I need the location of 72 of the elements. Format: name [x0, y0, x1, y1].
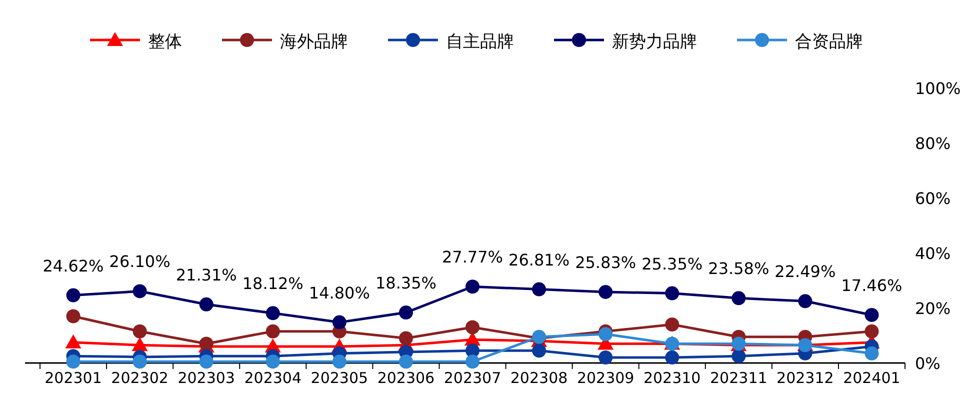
point: [732, 349, 746, 364]
y-tick-label: 0%: [915, 354, 940, 373]
point: [132, 354, 147, 369]
point: [199, 354, 214, 369]
point: [199, 297, 214, 312]
point: [466, 280, 480, 294]
data-label: 24.62%: [42, 256, 104, 276]
x-tick-label: 202309: [576, 369, 634, 387]
point: [798, 294, 812, 308]
point: [864, 346, 879, 360]
point: [66, 288, 80, 302]
point: [532, 282, 546, 296]
point: [665, 318, 680, 332]
x-tick-label: 202301: [44, 369, 102, 387]
data-label: 26.81%: [508, 250, 570, 270]
point: [132, 337, 148, 352]
data-label: 26.10%: [109, 252, 170, 272]
point: [466, 320, 480, 334]
point: [66, 354, 80, 369]
data-label: 27.77%: [442, 248, 504, 267]
point: [266, 324, 280, 338]
y-tick-label: 80%: [915, 134, 951, 153]
point: [266, 306, 280, 320]
x-tick-label: 202312: [776, 369, 834, 387]
legend-label: 新势力品牌: [612, 32, 697, 52]
point: [332, 354, 346, 369]
x-tick-label: 202303: [178, 369, 235, 387]
point: [665, 286, 680, 300]
point: [598, 350, 613, 364]
point: [598, 284, 613, 299]
data-label: 22.49%: [774, 262, 836, 282]
x-tick-label: 202305: [310, 369, 368, 387]
point: [132, 284, 147, 298]
data-label: 21.31%: [176, 265, 237, 284]
x-tick-label: 202306: [377, 369, 435, 387]
data-label: 18.12%: [242, 274, 304, 294]
point: [466, 354, 480, 369]
y-tick-label: 100%: [915, 79, 961, 98]
x-tick-label: 202304: [244, 369, 302, 387]
x-tick-label: 202311: [710, 369, 768, 387]
x-tick-label: 202307: [444, 369, 502, 387]
legend-label: 自主品牌: [446, 32, 514, 52]
data-label: 23.58%: [708, 259, 770, 278]
legend-label: 合资品牌: [795, 32, 863, 52]
point: [532, 344, 546, 358]
x-tick-label: 202308: [510, 369, 568, 387]
point: [864, 308, 879, 322]
point: [398, 354, 413, 369]
point: [398, 331, 413, 346]
x-tick-label: 202310: [643, 369, 701, 387]
point: [732, 291, 746, 306]
point: [132, 324, 147, 338]
point: [398, 306, 413, 320]
data-label: 25.35%: [642, 254, 703, 274]
point: [332, 315, 346, 330]
y-tick-label: 20%: [915, 299, 951, 318]
point: [266, 354, 280, 369]
legend-label: 整体: [148, 32, 182, 52]
point: [598, 327, 613, 342]
data-label: 14.80%: [308, 283, 370, 302]
data-label: 17.46%: [841, 276, 902, 295]
y-tick-label: 40%: [915, 244, 951, 263]
point: [65, 334, 82, 348]
y-tick-label: 60%: [915, 189, 951, 208]
data-label: 25.83%: [575, 252, 636, 272]
data-label: 18.35%: [375, 274, 436, 293]
x-tick-label: 202401: [843, 369, 900, 387]
point: [665, 350, 680, 364]
legend-label: 海外品牌: [280, 32, 348, 52]
point: [864, 324, 879, 338]
point: [66, 309, 80, 324]
x-tick-label: 202302: [111, 369, 168, 387]
